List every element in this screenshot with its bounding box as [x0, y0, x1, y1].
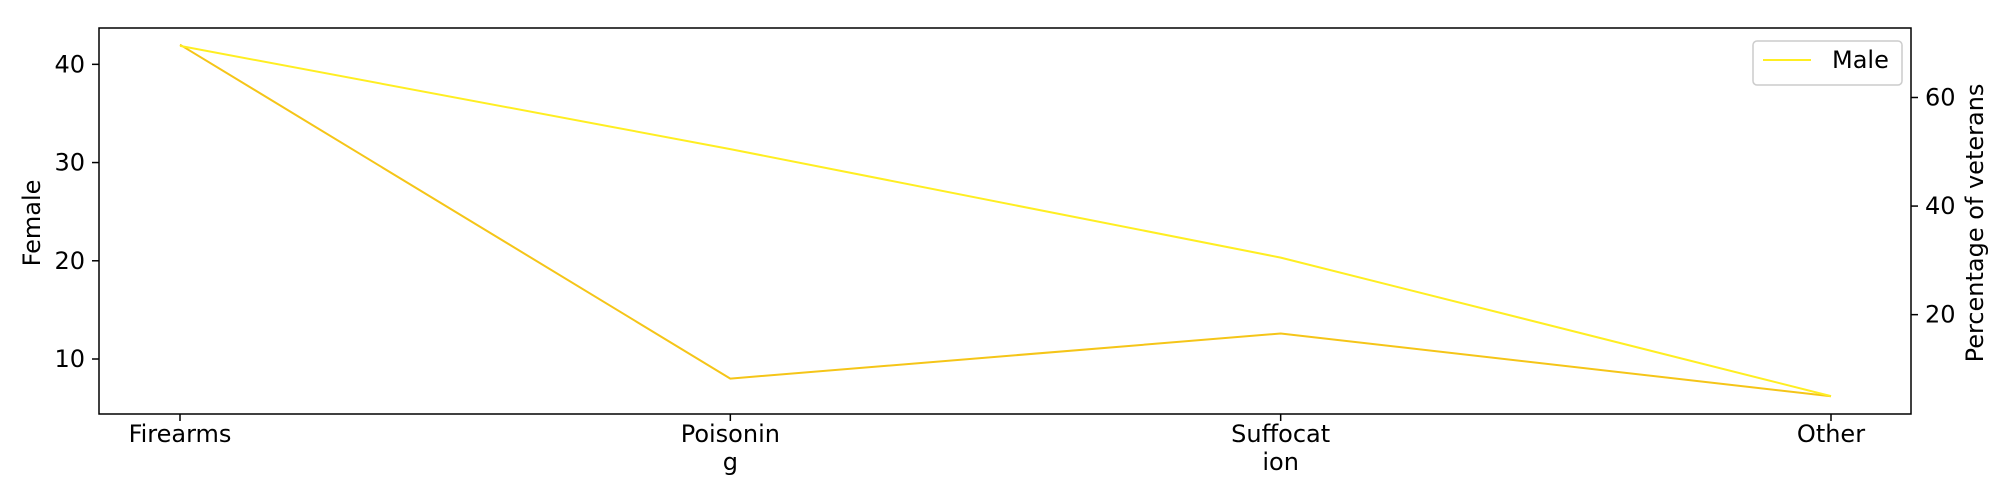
axes: 10 20 30 40 20 40 60 Firearms Poisonin g Suffocat i…: [54, 27, 1956, 476]
left-axis-series-line: [179, 43, 1832, 398]
plot-frame: [98, 27, 1912, 415]
left-tick-label: 30: [54, 149, 85, 177]
left-axis-title: Female: [18, 180, 46, 267]
left-tick-label: 10: [54, 345, 85, 373]
male-series-line: [179, 44, 1832, 398]
right-tick-label: 60: [1925, 83, 1956, 111]
x-tick-label: Firearms: [129, 420, 232, 448]
x-tick-label: Poisonin g: [681, 420, 780, 476]
right-tick-label: 40: [1925, 192, 1956, 220]
x-tick-label: Suffocat ion: [1231, 420, 1330, 476]
legend-label-male: Male: [1832, 46, 1889, 74]
right-tick-label: 20: [1925, 301, 1956, 329]
left-tick-label: 20: [54, 247, 85, 275]
legend-box: [1752, 40, 1903, 86]
legend: Male: [1752, 40, 1903, 86]
right-axis-title: Percentage of veterans: [1961, 84, 1989, 363]
plot-area: [179, 43, 1832, 398]
left-tick-label: 40: [54, 50, 85, 78]
x-tick-label: Other: [1797, 420, 1865, 448]
